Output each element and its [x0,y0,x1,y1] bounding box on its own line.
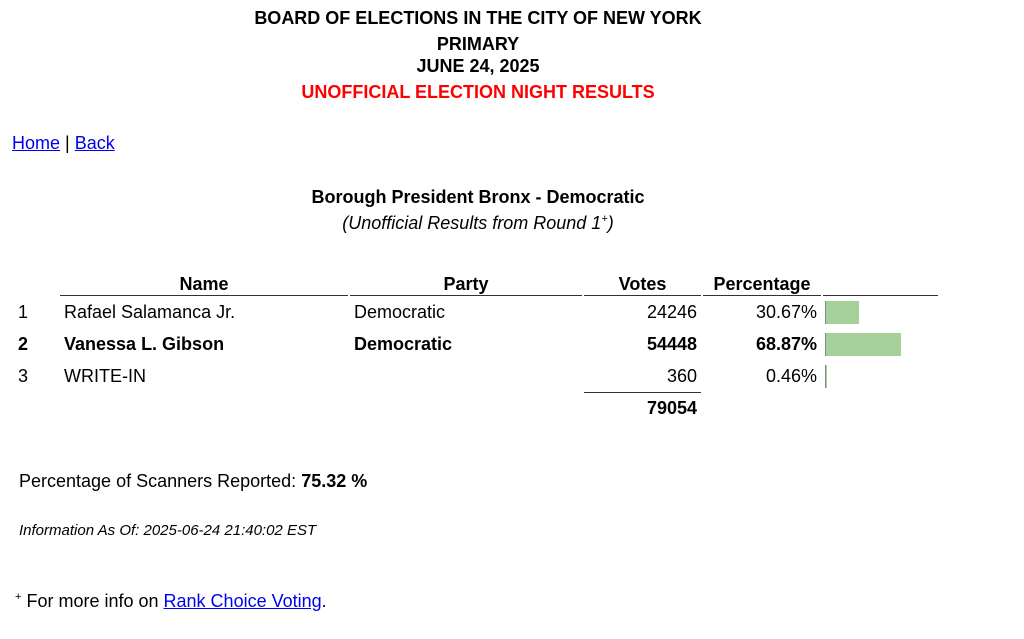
column-header: Percentage [703,268,821,296]
scanners: Percentage of Scanners Reported: 75.32 % [19,471,367,492]
contest-subtitle: (Unofficial Results from Round 1+) [0,213,956,234]
total-votes: 79054 [584,392,701,424]
candidate-name: Vanessa L. Gibson [64,333,225,354]
election-title: PRIMARY [436,34,520,54]
result-row: 3 WRITE-IN 360 0.46% [14,360,938,392]
results-table: Name Party Votes Percentage 1 Rafael Salaman… [12,268,940,424]
rank: 1 [18,301,29,322]
party: Democratic [354,301,446,322]
scanners-label: Percentage of Scanners Reported: [19,471,297,491]
footnote-text: For more info on [26,591,159,611]
subtitle-end: ) [607,213,614,233]
scanners-value: 75.32 % [301,471,368,491]
votes: 54448 [646,333,697,354]
separator: | [65,133,70,153]
percentage: 68.87% [755,333,817,354]
footnote: + For more info on Rank Choice Voting. [15,591,327,612]
marker: + [601,213,608,225]
status: UNOFFICIAL ELECTION NIGHT RESULTS [301,82,655,102]
party [350,360,582,392]
candidate-name: Rafael Salamanca Jr. [64,301,236,322]
party: Democratic [354,333,453,354]
rank: 3 [18,365,29,386]
percentage: 0.46% [765,365,817,386]
column-header: Votes [584,268,701,296]
empty-cell [60,392,348,424]
election-date: JUNE 24, 2025 [416,56,540,76]
percent-bar [825,300,860,324]
subtitle: (Unofficial Results from Round 1 [342,213,602,233]
percentage: 30.67% [755,301,817,322]
bar-cell [823,296,938,328]
nav: Home | Back [12,133,115,154]
rcv-link[interactable]: Rank Choice Voting [163,591,322,611]
rank: 2 [18,333,29,354]
empty-cell [350,392,582,424]
candidate-name: WRITE-IN [64,365,146,386]
total-row: 79054 [14,392,938,424]
bar-header [823,268,938,296]
result-row: 1 Rafael Salamanca Jr. Democratic 24246 30.6… [14,296,938,328]
home-link[interactable]: Home [12,133,61,153]
percent-bar [825,364,827,388]
footnote-marker: + [15,591,22,603]
back-link[interactable]: Back [74,133,115,153]
bar-cell [823,360,938,392]
footnote-end: . [321,591,327,611]
column-header: Party [350,268,582,296]
result-row: 2 Vanessa L. Gibson Democratic 54448 68.87% [14,328,938,360]
votes: 24246 [646,301,697,322]
empty-cell [14,392,58,424]
votes: 360 [666,365,697,386]
org-title: BOARD OF ELECTIONS IN THE CITY OF NEW YO… [254,8,702,28]
percent-bar [825,332,902,356]
bar-cell [823,328,938,360]
column-header: Name [60,268,348,296]
contest-title: Borough President Bronx - Democratic [311,187,645,207]
info: Information As Of: 2025-06-24 21:40:02 E… [19,522,317,539]
